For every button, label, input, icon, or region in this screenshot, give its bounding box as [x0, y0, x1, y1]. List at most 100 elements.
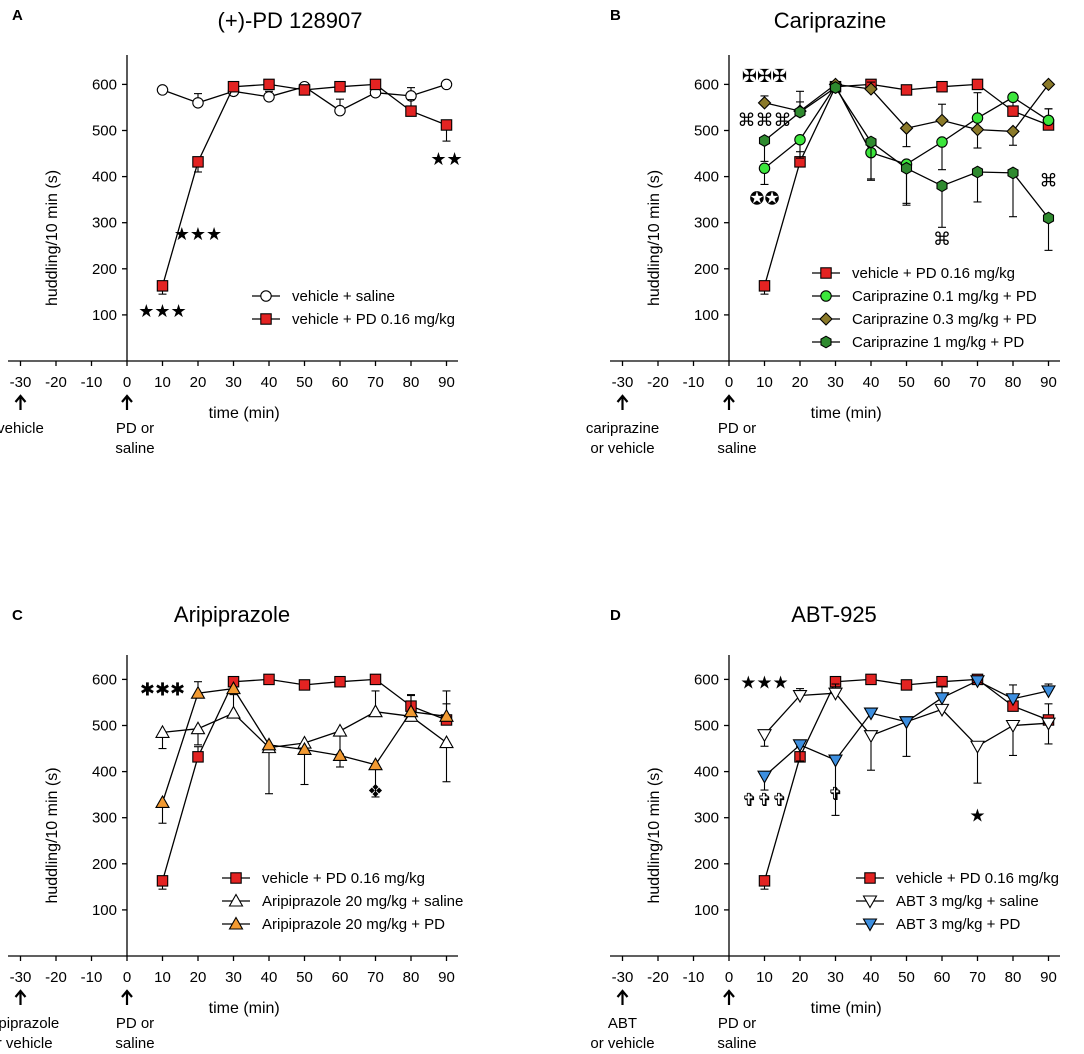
data-point [935, 113, 949, 128]
data-point [900, 161, 913, 175]
x-tick-label: 60 [934, 969, 951, 986]
x-tick-label: 50 [898, 374, 915, 391]
x-tick-label: 90 [438, 969, 455, 986]
pretreatment-label: cariprazine [586, 420, 659, 437]
y-tick-label: 500 [694, 718, 719, 735]
y-tick-label: 500 [92, 718, 117, 735]
x-tick-label: 70 [367, 969, 384, 986]
legend-marker [260, 313, 272, 325]
significance-mark: ✠✠✠ [742, 66, 787, 86]
legend-item: vehicle + PD 0.16 mg/kg [222, 870, 425, 887]
x-tick-label: 0 [123, 374, 131, 391]
y-tick-label: 100 [694, 902, 719, 919]
data-point [1006, 124, 1020, 139]
treatment-label: saline [717, 440, 756, 457]
x-tick-label: -30 [612, 374, 634, 391]
x-tick-label: -10 [683, 969, 705, 986]
data-point [155, 794, 170, 809]
legend-label: vehicle + PD 0.16 mg/kg [896, 870, 1059, 887]
legend-marker [819, 312, 833, 326]
y-tick-label: 500 [694, 123, 719, 140]
x-tick-label: 20 [792, 969, 809, 986]
x-tick-label: -10 [683, 374, 705, 391]
treatment-arrow-icon [723, 989, 735, 1005]
y-tick-label: 400 [694, 169, 719, 186]
data-point [368, 704, 383, 718]
y-tick-label: 200 [694, 261, 719, 278]
pretreatment-label: or vehicle [590, 1035, 654, 1052]
x-tick-label: 30 [225, 969, 242, 986]
data-point [758, 280, 771, 292]
data-point [971, 112, 984, 124]
treatment-label: PD or [718, 1015, 756, 1032]
legend-label: ABT 3 mg/kg + saline [896, 893, 1039, 910]
x-tick-label: 10 [154, 374, 171, 391]
legend-label: vehicle + PD 0.16 mg/kg [262, 870, 425, 887]
data-point [1042, 211, 1055, 225]
data-point [439, 734, 454, 749]
legend-marker [820, 290, 832, 302]
data-point [757, 770, 772, 784]
legend-marker [864, 872, 876, 884]
data-point [936, 80, 948, 93]
data-point [192, 156, 204, 168]
y-tick-label: 400 [694, 764, 719, 781]
panel-letter: C [12, 607, 23, 624]
x-tick-label: -20 [647, 969, 669, 986]
y-axis-label: huddling/10 min (s) [646, 170, 663, 306]
significance-mark: ★★ [430, 149, 462, 169]
data-point [758, 875, 771, 887]
data-point [794, 133, 806, 146]
legend-item: ABT 3 mg/kg + PD [856, 916, 1021, 933]
data-point [829, 81, 842, 95]
significance-mark: ⌘ [933, 229, 951, 249]
x-tick-label: -20 [45, 374, 67, 391]
data-point [190, 685, 206, 699]
panel-letter: A [12, 7, 23, 24]
x-tick-label: -20 [647, 374, 669, 391]
data-point [757, 729, 772, 743]
legend-marker [862, 918, 878, 932]
x-tick-label: 60 [934, 374, 951, 391]
significance-mark: ★★★ [174, 224, 222, 244]
x-tick-label: 50 [296, 374, 313, 391]
data-point [863, 730, 879, 744]
x-tick-label: 10 [154, 969, 171, 986]
chart-title: Aripiprazole [174, 602, 290, 627]
data-point [792, 689, 808, 704]
legend-marker [862, 895, 878, 909]
pretreatment-label: ABT [608, 1015, 637, 1032]
y-tick-label: 200 [694, 856, 719, 873]
data-point [440, 78, 453, 91]
data-point [1007, 91, 1019, 104]
legend-label: vehicle + PD 0.16 mg/kg [292, 311, 455, 328]
significance-mark: ✪✪ [749, 188, 779, 208]
data-point [298, 84, 311, 96]
data-point [936, 136, 948, 148]
y-tick-label: 400 [92, 169, 117, 186]
pretreatment-arrow-icon [616, 394, 629, 410]
y-axis-label: huddling/10 min (s) [44, 767, 61, 903]
data-point [368, 757, 383, 771]
data-point [864, 82, 878, 96]
panel-letter: B [610, 7, 621, 24]
data-point [155, 724, 170, 738]
data-point [332, 723, 348, 737]
data-point [899, 716, 914, 730]
x-tick-label: 80 [403, 969, 420, 986]
x-tick-label: 20 [190, 374, 207, 391]
x-tick-label: 50 [296, 969, 313, 986]
panel-d: D ABT-925 100 200 300 400 500 600 -30 -20 -10 0 10 20… [590, 602, 1060, 1052]
x-tick-label: 0 [123, 969, 131, 986]
y-axis-label: huddling/10 min (s) [44, 170, 61, 306]
significance-mark: ★★★ [138, 301, 186, 321]
data-point [334, 104, 346, 117]
pretreatment-arrow-icon [14, 989, 27, 1005]
legend-item: Aripiprazole 20 mg/kg + saline [222, 893, 463, 910]
x-tick-label: 70 [367, 374, 384, 391]
panel-b: B Cariprazine 100 200 300 400 500 600 -30 -20 -10 0… [586, 7, 1060, 457]
data-point [794, 105, 806, 119]
significance-mark: ❖ [367, 781, 383, 801]
data-point [334, 675, 346, 688]
series-2 [155, 681, 454, 824]
